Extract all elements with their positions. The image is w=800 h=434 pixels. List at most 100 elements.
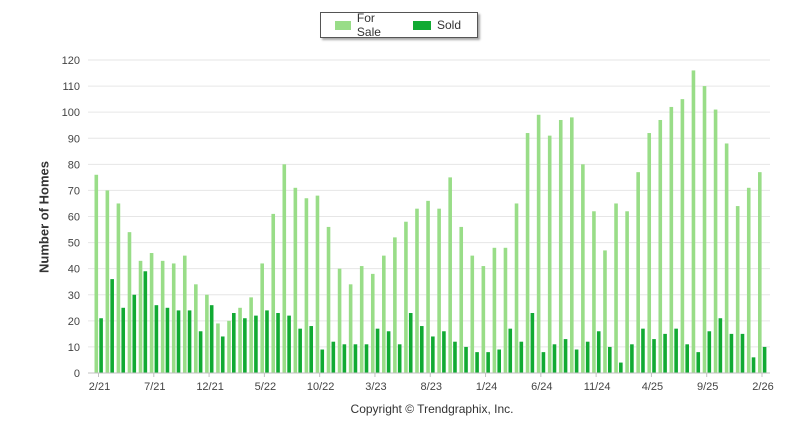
bar-for-sale[interactable] xyxy=(127,232,132,373)
bar-sold[interactable] xyxy=(652,339,656,373)
bar-sold[interactable] xyxy=(607,346,612,373)
bar-for-sale[interactable] xyxy=(647,133,652,373)
bar-sold[interactable] xyxy=(585,341,590,373)
bar-for-sale[interactable] xyxy=(359,266,364,373)
bar-sold[interactable] xyxy=(110,279,114,373)
bar-for-sale[interactable] xyxy=(448,177,452,374)
bar-sold[interactable] xyxy=(663,333,667,374)
bar-sold[interactable] xyxy=(342,344,347,373)
bar-for-sale[interactable] xyxy=(94,174,99,373)
bar-sold[interactable] xyxy=(198,331,203,373)
bar-for-sale[interactable] xyxy=(293,187,298,373)
bar-sold[interactable] xyxy=(453,341,457,373)
bar-sold[interactable] xyxy=(740,333,745,374)
bar-for-sale[interactable] xyxy=(581,164,585,373)
bar-for-sale[interactable] xyxy=(426,200,430,373)
bar-sold[interactable] xyxy=(187,310,192,373)
bar-sold[interactable] xyxy=(530,313,535,373)
bar-sold[interactable] xyxy=(331,341,336,373)
bar-sold[interactable] xyxy=(276,313,280,373)
bar-for-sale[interactable] xyxy=(492,247,497,373)
bar-sold[interactable] xyxy=(408,313,413,373)
bar-for-sale[interactable] xyxy=(558,119,563,374)
bar-for-sale[interactable] xyxy=(603,250,607,373)
bar-for-sale[interactable] xyxy=(592,211,596,373)
bar-for-sale[interactable] xyxy=(205,294,209,373)
bar-sold[interactable] xyxy=(563,339,568,373)
bar-for-sale[interactable] xyxy=(746,187,751,373)
bar-sold[interactable] xyxy=(464,346,468,373)
bar-for-sale[interactable] xyxy=(702,86,707,373)
bar-sold[interactable] xyxy=(751,357,756,373)
bar-for-sale[interactable] xyxy=(404,221,408,373)
bar-for-sale[interactable] xyxy=(171,263,176,373)
bar-for-sale[interactable] xyxy=(227,320,231,373)
bar-sold[interactable] xyxy=(99,318,103,373)
bar-sold[interactable] xyxy=(475,352,479,373)
bar-sold[interactable] xyxy=(298,328,302,373)
bar-for-sale[interactable] xyxy=(271,213,276,373)
bar-for-sale[interactable] xyxy=(680,99,685,374)
bar-sold[interactable] xyxy=(176,310,181,373)
bar-for-sale[interactable] xyxy=(393,237,397,373)
bar-for-sale[interactable] xyxy=(437,208,441,373)
bar-for-sale[interactable] xyxy=(735,206,740,373)
bar-sold[interactable] xyxy=(375,328,380,373)
bar-sold[interactable] xyxy=(220,336,225,373)
bar-for-sale[interactable] xyxy=(238,307,242,373)
bar-sold[interactable] xyxy=(519,341,524,373)
bar-for-sale[interactable] xyxy=(713,109,718,373)
bar-for-sale[interactable] xyxy=(182,255,187,374)
bar-for-sale[interactable] xyxy=(536,114,541,373)
bar-for-sale[interactable] xyxy=(570,117,574,373)
bar-for-sale[interactable] xyxy=(691,70,696,374)
bar-for-sale[interactable] xyxy=(514,203,519,373)
bar-sold[interactable] xyxy=(419,326,424,373)
bar-for-sale[interactable] xyxy=(337,268,342,373)
bar-for-sale[interactable] xyxy=(194,284,198,373)
bar-sold[interactable] xyxy=(596,331,601,373)
bar-sold[interactable] xyxy=(619,362,623,373)
bar-sold[interactable] xyxy=(508,328,513,373)
bar-for-sale[interactable] xyxy=(614,203,618,373)
bar-sold[interactable] xyxy=(353,344,358,373)
bar-sold[interactable] xyxy=(762,346,767,373)
bar-for-sale[interactable] xyxy=(481,266,486,373)
bar-sold[interactable] xyxy=(497,349,501,373)
bar-for-sale[interactable] xyxy=(138,260,143,373)
bar-for-sale[interactable] xyxy=(304,198,309,373)
bar-sold[interactable] xyxy=(729,333,734,374)
bar-for-sale[interactable] xyxy=(260,263,264,373)
bar-sold[interactable] xyxy=(309,326,314,373)
bar-for-sale[interactable] xyxy=(758,172,762,373)
bar-for-sale[interactable] xyxy=(415,208,419,373)
bar-sold[interactable] xyxy=(265,310,269,373)
bar-sold[interactable] xyxy=(154,305,159,373)
bar-sold[interactable] xyxy=(630,344,634,373)
bar-sold[interactable] xyxy=(442,331,446,373)
bar-for-sale[interactable] xyxy=(459,226,464,373)
bar-sold[interactable] xyxy=(486,352,490,373)
bar-for-sale[interactable] xyxy=(636,172,640,373)
bar-for-sale[interactable] xyxy=(326,226,331,373)
bar-sold[interactable] xyxy=(132,294,137,373)
bar-sold[interactable] xyxy=(674,328,678,373)
bar-sold[interactable] xyxy=(243,318,247,373)
bar-sold[interactable] xyxy=(397,344,402,373)
bar-sold[interactable] xyxy=(552,344,557,373)
bar-sold[interactable] xyxy=(209,305,214,373)
bar-for-sale[interactable] xyxy=(625,211,629,373)
legend-item-for-sale[interactable]: For Sale xyxy=(335,11,397,39)
bar-for-sale[interactable] xyxy=(149,253,154,373)
bar-sold[interactable] xyxy=(254,315,258,373)
bar-for-sale[interactable] xyxy=(315,195,320,373)
bar-sold[interactable] xyxy=(143,271,148,373)
bar-for-sale[interactable] xyxy=(282,164,287,373)
bar-for-sale[interactable] xyxy=(370,273,375,373)
bar-for-sale[interactable] xyxy=(105,190,110,373)
bar-for-sale[interactable] xyxy=(724,143,729,373)
bar-sold[interactable] xyxy=(232,313,236,373)
bar-for-sale[interactable] xyxy=(547,135,552,373)
bar-for-sale[interactable] xyxy=(503,247,508,373)
bar-for-sale[interactable] xyxy=(160,260,165,373)
